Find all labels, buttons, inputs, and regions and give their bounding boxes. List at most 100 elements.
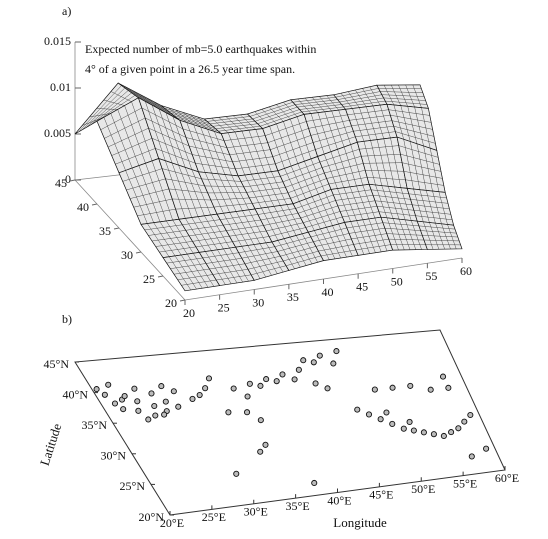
panel-label: a): [62, 4, 71, 18]
surface-mesh: [388, 104, 436, 149]
surface-mesh: [182, 122, 236, 176]
epicenter: [354, 406, 361, 413]
epicenter: [145, 416, 152, 423]
epicenter: [455, 425, 462, 432]
x-tick-label: 40°E: [327, 493, 351, 507]
map-frame: [74, 329, 506, 516]
epicenter: [461, 418, 468, 425]
y-axis-label: Latitude: [37, 421, 65, 467]
y-tick: [91, 203, 98, 206]
epicenter: [291, 376, 298, 383]
epicenter: [389, 384, 396, 391]
x-tick-label: 45: [356, 280, 368, 294]
surface-mesh: [78, 85, 136, 133]
surface-mesh: [249, 102, 302, 127]
surface-mesh: [319, 144, 368, 189]
y-tick-label: 45°N: [44, 357, 70, 371]
surface-mesh: [100, 101, 156, 171]
surface-mesh: [359, 137, 406, 188]
epicenter: [257, 417, 264, 424]
epicenter: [410, 427, 417, 434]
y-tick-label: 35°N: [82, 418, 108, 432]
epicenter: [246, 380, 253, 387]
epicenter: [244, 393, 251, 400]
surface-mesh: [182, 214, 233, 252]
epicenter: [158, 383, 165, 390]
epicenter: [161, 411, 168, 418]
x-tick-label: 50: [391, 274, 403, 288]
y-tick: [135, 251, 142, 254]
epicenter: [230, 385, 237, 392]
epicenter: [389, 420, 396, 428]
x-tick-label: 35°E: [286, 499, 310, 513]
epicenter: [371, 386, 378, 393]
surface-mesh: [220, 209, 270, 247]
epicenter: [312, 380, 319, 387]
annotation: 4° of a given point in a 26.5 year time …: [85, 62, 295, 76]
y-tick: [69, 179, 76, 182]
epicenter: [148, 390, 155, 397]
y-tick-label: 25°N: [120, 479, 146, 493]
epicenter: [101, 391, 108, 398]
y-tick-label: 30: [121, 248, 133, 262]
epicenter: [324, 385, 331, 392]
epicenter: [243, 409, 251, 416]
surface-mesh: [378, 84, 428, 108]
surface-mesh: [238, 242, 287, 279]
y-tick-label: 35: [99, 224, 111, 238]
y-tick-label: 25: [143, 272, 155, 286]
surface-mesh: [371, 184, 416, 221]
epicenter: [233, 470, 240, 477]
epicenter: [448, 429, 455, 436]
surface-mesh: [166, 253, 217, 291]
surface-mesh: [306, 110, 356, 155]
surface-mesh: [144, 219, 196, 257]
x-tick-label: 35: [287, 290, 299, 304]
epicenter: [333, 348, 340, 355]
x-tick-label: 50°E: [411, 482, 435, 496]
y-tick-label: 20: [165, 296, 177, 310]
surface-mesh: [382, 217, 426, 251]
surface-mesh: [224, 129, 276, 176]
x-tick-label: 60°E: [495, 471, 519, 485]
epicenter: [365, 411, 373, 418]
epicenter: [262, 441, 269, 448]
surface-mesh: [240, 171, 291, 209]
epicenter: [135, 407, 142, 414]
surface-mesh: [398, 139, 444, 192]
epicenter: [300, 357, 307, 364]
x-tick-label: 25°E: [202, 510, 226, 524]
y-tick-label: 30°N: [101, 449, 127, 463]
surface-mesh: [408, 188, 453, 225]
x-tick-label: 55°E: [453, 476, 477, 490]
epicenter: [151, 402, 158, 410]
surface-mesh: [265, 116, 316, 169]
epicenter: [406, 418, 413, 426]
x-tick-label: 60: [460, 264, 472, 278]
epicenter: [121, 393, 128, 400]
surface-mesh: [121, 85, 177, 118]
axis-edge: [74, 179, 186, 301]
x-tick-label: 30°E: [244, 505, 268, 519]
epicenter: [175, 403, 182, 410]
epicenter: [263, 376, 270, 383]
x-tick-label: 45°E: [369, 488, 393, 502]
x-tick-label: 20: [183, 306, 195, 320]
surface-mesh: [122, 160, 176, 224]
annotation: Expected number of mb=5.0 earthquakes wi…: [85, 42, 316, 56]
epicenter: [196, 391, 203, 399]
epicenter: [330, 360, 337, 367]
surface-mesh: [164, 107, 219, 132]
epicenter: [257, 382, 264, 389]
surface-mesh: [335, 86, 386, 109]
y-tick-label: 40°N: [63, 387, 89, 401]
z-tick-label: 0: [65, 172, 71, 186]
surface-mesh: [274, 233, 322, 269]
epicenter: [427, 386, 434, 393]
z-tick-label: 0.01: [50, 80, 71, 94]
surface-mesh: [257, 204, 306, 241]
surface-mesh: [346, 218, 391, 255]
x-axis-label: Longitude: [333, 515, 387, 530]
epicenter: [162, 398, 169, 405]
epicenter: [310, 359, 317, 366]
